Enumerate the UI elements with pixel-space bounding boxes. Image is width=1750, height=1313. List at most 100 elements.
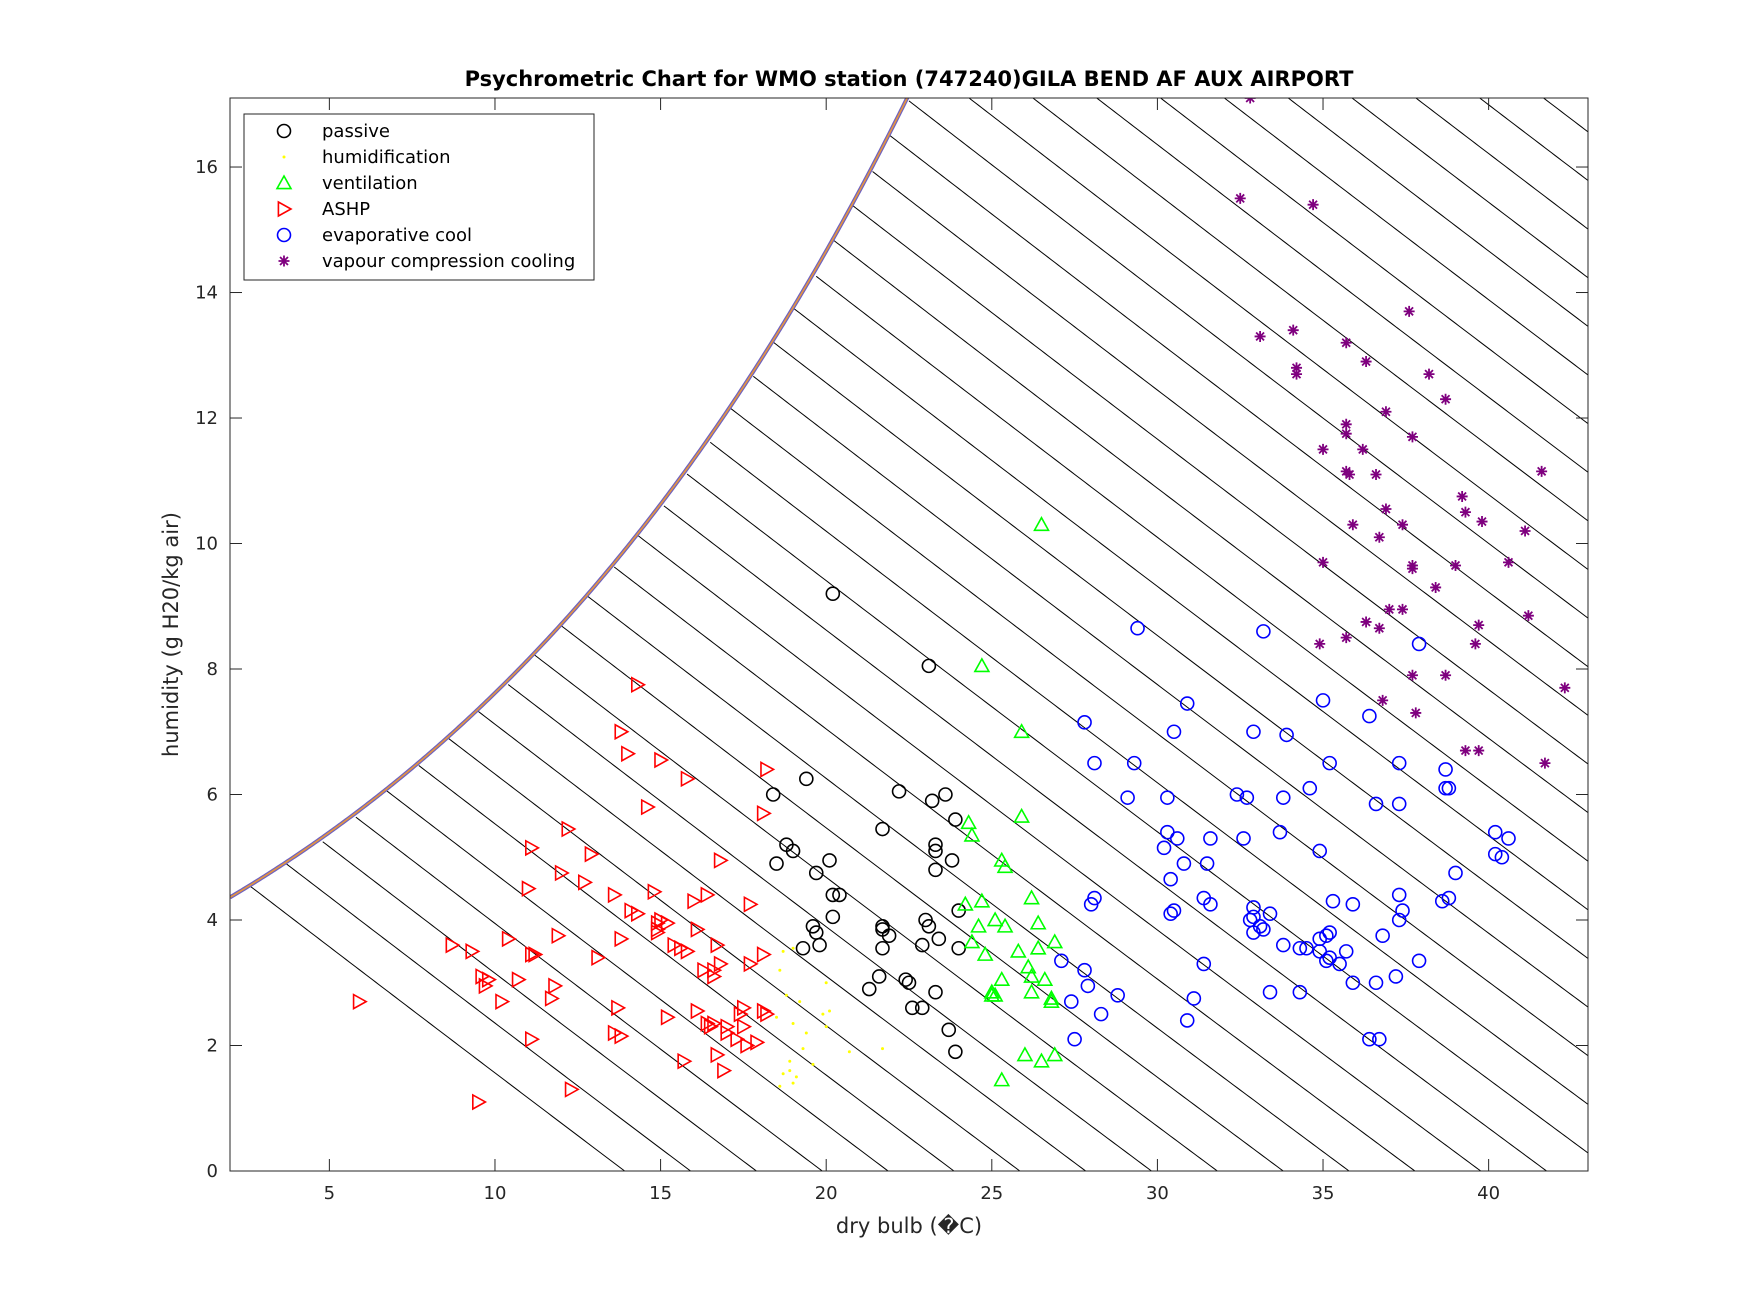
data-point bbox=[465, 943, 481, 960]
data-point bbox=[828, 1009, 832, 1013]
data-point bbox=[1391, 912, 1407, 928]
data-point bbox=[928, 862, 943, 878]
data-point bbox=[905, 1000, 920, 1016]
data-point bbox=[795, 940, 811, 956]
data-point bbox=[528, 946, 544, 963]
enthalpy-line-30 bbox=[507, 684, 1153, 1171]
enthalpy-line-40 bbox=[637, 534, 1482, 1171]
data-point bbox=[472, 1093, 488, 1111]
data-point bbox=[1272, 824, 1288, 840]
x-tick-label: 30 bbox=[1146, 1183, 1169, 1204]
data-point bbox=[1380, 503, 1392, 515]
data-point bbox=[1029, 914, 1047, 930]
data-point bbox=[710, 1046, 726, 1064]
enthalpy-line-48 bbox=[729, 407, 1588, 1057]
data-point bbox=[1434, 893, 1450, 909]
data-point bbox=[501, 930, 517, 948]
data-point bbox=[993, 1071, 1011, 1087]
data-point bbox=[621, 745, 637, 763]
data-point bbox=[986, 986, 1004, 1002]
enthalpy-line-84 bbox=[1478, 98, 1588, 181]
data-point bbox=[799, 771, 814, 787]
data-point bbox=[1176, 856, 1192, 871]
legend-box bbox=[243, 113, 595, 281]
enthalpy-line-52 bbox=[772, 341, 1588, 959]
data-point bbox=[948, 1044, 963, 1060]
data-point bbox=[941, 1022, 957, 1038]
data-point bbox=[775, 1015, 779, 1019]
data-point bbox=[944, 853, 960, 868]
data-point bbox=[788, 1059, 792, 1063]
data-point bbox=[495, 993, 511, 1010]
data-point bbox=[1373, 531, 1385, 543]
data-point bbox=[687, 892, 703, 910]
data-point bbox=[1093, 1006, 1109, 1022]
data-point bbox=[1126, 755, 1142, 771]
data-point bbox=[1160, 790, 1175, 805]
x-tick-label: 10 bbox=[484, 1183, 507, 1204]
enthalpy-line-78 bbox=[1287, 98, 1588, 327]
data-point bbox=[1239, 790, 1255, 805]
data-point bbox=[1340, 632, 1352, 644]
data-point bbox=[931, 931, 947, 947]
data-point bbox=[1362, 708, 1377, 724]
data-point bbox=[607, 886, 623, 904]
data-point bbox=[564, 1081, 580, 1098]
data-point bbox=[778, 968, 782, 972]
data-point bbox=[822, 853, 837, 868]
data-point bbox=[650, 924, 666, 941]
data-point bbox=[1256, 922, 1271, 937]
data-point bbox=[811, 1062, 815, 1066]
enthalpy-line-70 bbox=[1032, 98, 1588, 522]
data-point bbox=[730, 1030, 746, 1048]
enthalpy-line-34 bbox=[560, 625, 1285, 1171]
data-point bbox=[963, 933, 981, 949]
data-point bbox=[630, 905, 647, 923]
y-tick-label: 12 bbox=[195, 408, 218, 429]
x-tick-label: 5 bbox=[324, 1183, 335, 1204]
data-point bbox=[478, 977, 494, 995]
data-point bbox=[781, 949, 785, 953]
y-tick-label: 10 bbox=[195, 534, 218, 555]
data-point bbox=[1234, 192, 1246, 204]
data-point bbox=[960, 814, 977, 830]
data-point bbox=[713, 852, 729, 869]
data-point bbox=[996, 917, 1014, 933]
series-4 bbox=[1054, 620, 1516, 1047]
enthalpy-line-22 bbox=[385, 789, 889, 1171]
data-point bbox=[1013, 723, 1030, 739]
data-point bbox=[1262, 984, 1278, 1000]
legend-marker bbox=[277, 200, 293, 218]
data-point bbox=[1345, 897, 1361, 912]
data-point bbox=[785, 843, 801, 859]
data-point bbox=[928, 984, 943, 1000]
saturation-curve-group bbox=[230, 98, 910, 900]
data-point bbox=[1275, 790, 1291, 805]
y-tick-label: 8 bbox=[207, 659, 218, 680]
legend-marker bbox=[275, 174, 293, 190]
legend-entry: passive bbox=[322, 121, 390, 142]
data-point bbox=[1317, 556, 1329, 568]
data-point bbox=[825, 586, 841, 602]
data-point bbox=[1156, 840, 1172, 856]
y-tick-label: 6 bbox=[207, 785, 218, 806]
enthalpy-line-58 bbox=[832, 239, 1588, 813]
data-point bbox=[808, 865, 824, 881]
data-point bbox=[1539, 757, 1551, 769]
data-point bbox=[1019, 958, 1037, 974]
data-point bbox=[1459, 506, 1471, 518]
data-point bbox=[660, 914, 676, 932]
legend-entry: evaporative cool bbox=[322, 225, 472, 246]
data-point bbox=[1410, 707, 1422, 719]
axes: 5 10 15 20 25 30 35 40 0 2 4 6 8 10 12 14 16 bbox=[195, 98, 1588, 1204]
data-point bbox=[743, 895, 759, 913]
legend-marker bbox=[276, 123, 292, 139]
data-point bbox=[1054, 953, 1069, 969]
data-point bbox=[1246, 724, 1261, 740]
y-tick-label: 14 bbox=[195, 283, 218, 304]
enthalpy-line-16 bbox=[286, 863, 692, 1171]
data-point bbox=[1291, 368, 1303, 380]
data-point bbox=[736, 999, 753, 1017]
data-points bbox=[352, 98, 1571, 1111]
data-point bbox=[898, 972, 913, 987]
